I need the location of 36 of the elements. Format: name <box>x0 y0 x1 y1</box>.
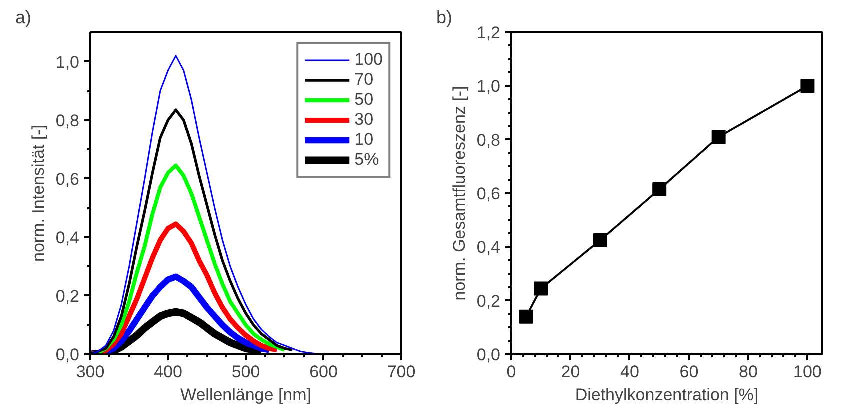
y-tick-label: 1,2 <box>476 24 501 42</box>
y-tick-label: 0,8 <box>476 130 501 150</box>
x-tick-label: 400 <box>154 362 182 382</box>
legend-label: 5% <box>354 150 380 170</box>
x-tick-label: 0 <box>506 362 516 382</box>
legend-label: 70 <box>354 70 375 90</box>
x-tick-label: 100 <box>794 362 822 382</box>
y-tick-label: 1,0 <box>56 52 80 72</box>
x-tick-label: 20 <box>561 362 580 382</box>
x-tick-label: 300 <box>76 362 105 382</box>
y-tick-label: 0,4 <box>476 238 501 258</box>
y-tick-label: 0,6 <box>476 184 501 204</box>
y-tick-label: 0,0 <box>56 346 80 364</box>
x-axis-title: Wellenlänge [nm] <box>180 386 312 404</box>
y-tick-label: 0,0 <box>476 346 501 364</box>
y-axis-title: norm. Gesamtfluoreszenz [-] <box>450 86 469 301</box>
chart-title: b) <box>436 8 453 28</box>
x-tick-label: 60 <box>680 362 699 382</box>
x-tick-label: 600 <box>310 362 338 382</box>
x-tick-label: 700 <box>387 362 416 382</box>
legend-label: 30 <box>354 110 375 130</box>
x-tick-label: 80 <box>739 362 758 382</box>
chart-title: a) <box>16 8 32 28</box>
y-axis-title: norm. Intensität [-] <box>28 125 48 262</box>
legend-label: 10 <box>354 130 375 150</box>
y-tick-label: 0,8 <box>56 111 80 130</box>
x-tick-label: 500 <box>232 362 260 382</box>
y-tick-label: 1,0 <box>476 77 501 96</box>
x-tick-label: 40 <box>620 362 640 382</box>
y-tick-label: 0,6 <box>56 170 80 189</box>
legend-label: 50 <box>354 90 375 110</box>
x-axis-title: Diethylkonzentration [%] <box>575 386 759 404</box>
y-tick-label: 0,4 <box>56 228 80 248</box>
y-tick-label: 0,2 <box>476 292 501 311</box>
legend-label: 100 <box>354 50 383 70</box>
y-tick-label: 0,2 <box>56 286 80 306</box>
